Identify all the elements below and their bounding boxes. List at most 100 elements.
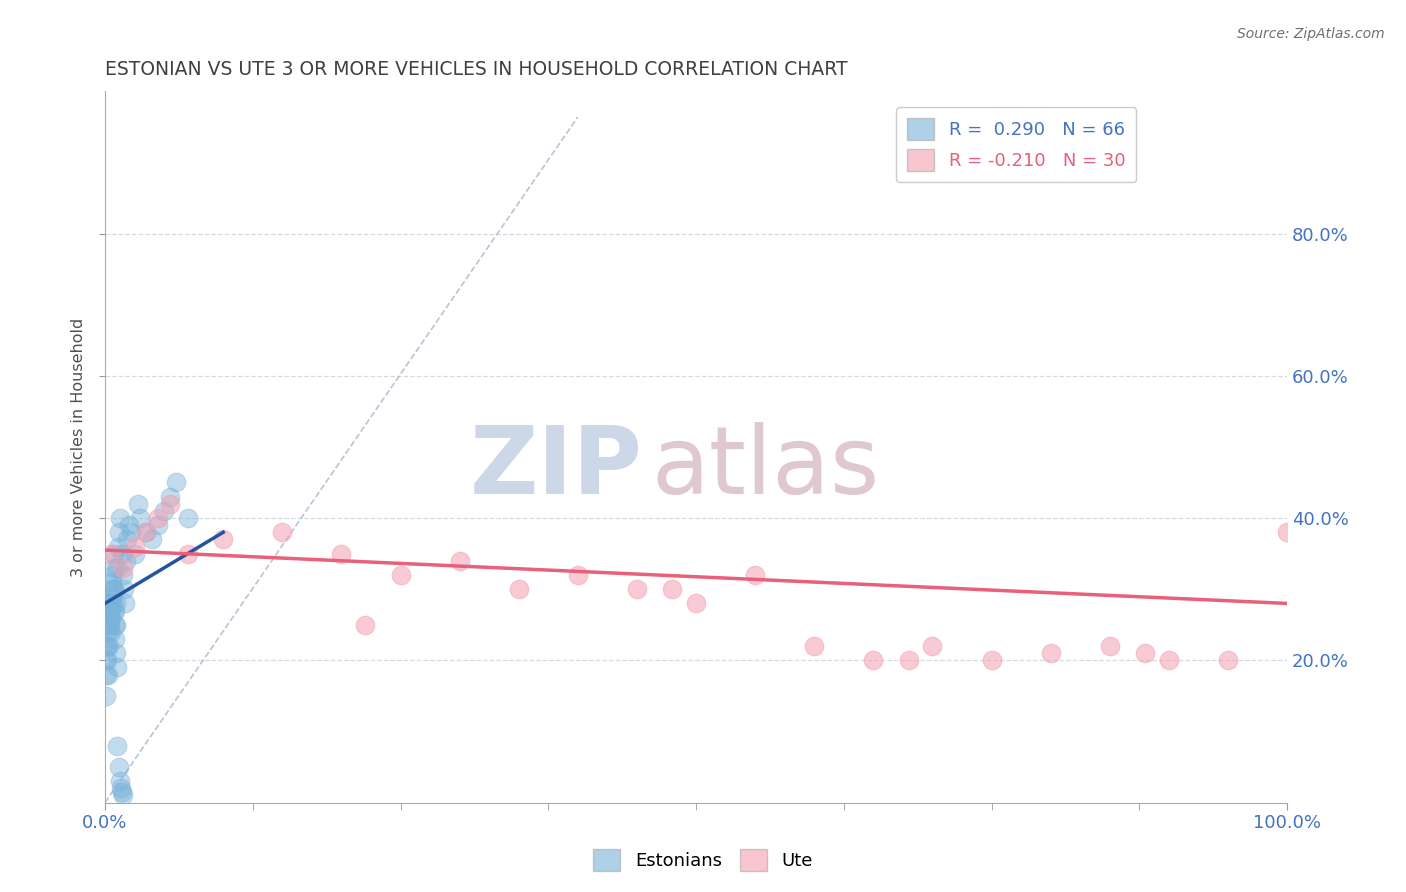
- Point: [97, 624, 120, 639]
- Point: [105, 596, 128, 610]
- Point: [177, 547, 200, 561]
- Point: [104, 603, 127, 617]
- Point: [104, 632, 127, 646]
- Point: [112, 789, 135, 803]
- Text: Source: ZipAtlas.com: Source: ZipAtlas.com: [1237, 27, 1385, 41]
- Point: [97, 639, 120, 653]
- Point: [104, 617, 127, 632]
- Point: [98, 610, 121, 624]
- Point: [110, 547, 132, 561]
- Point: [114, 596, 136, 610]
- Point: [120, 525, 142, 540]
- Point: [1275, 525, 1298, 540]
- Point: [98, 617, 121, 632]
- Point: [135, 525, 157, 540]
- Point: [129, 511, 152, 525]
- Point: [685, 596, 707, 610]
- Point: [100, 596, 122, 610]
- Point: [98, 603, 121, 617]
- Point: [110, 781, 132, 796]
- Point: [153, 504, 176, 518]
- Point: [101, 575, 124, 590]
- Point: [124, 540, 146, 554]
- Point: [100, 603, 122, 617]
- Text: atlas: atlas: [651, 422, 879, 515]
- Point: [271, 525, 294, 540]
- Point: [177, 511, 200, 525]
- Point: [148, 518, 170, 533]
- Point: [96, 617, 118, 632]
- Point: [101, 590, 124, 604]
- Point: [626, 582, 648, 597]
- Point: [112, 582, 135, 597]
- Point: [449, 554, 471, 568]
- Point: [744, 568, 766, 582]
- Point: [148, 511, 170, 525]
- Point: [100, 610, 122, 624]
- Point: [803, 639, 825, 653]
- Point: [108, 525, 131, 540]
- Point: [101, 582, 124, 597]
- Text: ZIP: ZIP: [470, 422, 643, 515]
- Point: [96, 639, 118, 653]
- Point: [97, 610, 120, 624]
- Point: [159, 490, 181, 504]
- Point: [1135, 646, 1157, 660]
- Point: [101, 561, 124, 575]
- Point: [212, 533, 235, 547]
- Point: [100, 624, 122, 639]
- Point: [1157, 653, 1180, 667]
- Point: [97, 596, 120, 610]
- Point: [921, 639, 943, 653]
- Point: [103, 582, 125, 597]
- Point: [159, 497, 181, 511]
- Point: [111, 561, 134, 575]
- Point: [1216, 653, 1239, 667]
- Point: [103, 568, 125, 582]
- Point: [97, 667, 120, 681]
- Legend: Estonians, Ute: Estonians, Ute: [586, 842, 820, 879]
- Point: [141, 533, 163, 547]
- Point: [100, 547, 122, 561]
- Point: [897, 653, 920, 667]
- Point: [567, 568, 589, 582]
- Point: [115, 554, 138, 568]
- Point: [94, 667, 117, 681]
- Point: [107, 739, 129, 753]
- Point: [96, 653, 118, 667]
- Point: [127, 497, 149, 511]
- Point: [110, 511, 132, 525]
- Point: [98, 596, 121, 610]
- Point: [105, 561, 128, 575]
- Point: [111, 785, 134, 799]
- Point: [508, 582, 530, 597]
- Point: [354, 617, 377, 632]
- Point: [104, 617, 127, 632]
- Point: [165, 475, 187, 490]
- Point: [980, 653, 1002, 667]
- Point: [96, 639, 118, 653]
- Point: [107, 760, 129, 774]
- Point: [96, 653, 118, 667]
- Point: [101, 596, 124, 610]
- Point: [124, 547, 146, 561]
- Point: [105, 660, 128, 674]
- Point: [103, 547, 125, 561]
- Point: [1039, 646, 1062, 660]
- Point: [107, 540, 129, 554]
- Point: [111, 568, 134, 582]
- Y-axis label: 3 or more Vehicles in Household: 3 or more Vehicles in Household: [72, 318, 86, 576]
- Point: [103, 582, 125, 597]
- Point: [862, 653, 884, 667]
- Point: [94, 689, 117, 703]
- Legend: R =  0.290   N = 66, R = -0.210   N = 30: R = 0.290 N = 66, R = -0.210 N = 30: [897, 107, 1136, 182]
- Point: [330, 547, 353, 561]
- Point: [389, 568, 412, 582]
- Point: [661, 582, 683, 597]
- Point: [104, 646, 127, 660]
- Point: [117, 518, 139, 533]
- Text: ESTONIAN VS UTE 3 OR MORE VEHICLES IN HOUSEHOLD CORRELATION CHART: ESTONIAN VS UTE 3 OR MORE VEHICLES IN HO…: [105, 60, 848, 78]
- Point: [117, 533, 139, 547]
- Point: [98, 617, 121, 632]
- Point: [103, 603, 125, 617]
